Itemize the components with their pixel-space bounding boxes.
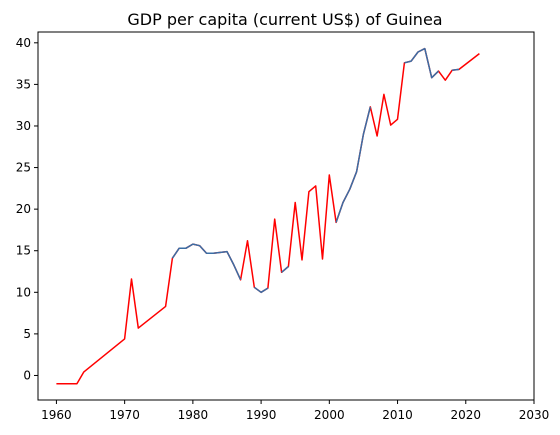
y-tick-label: 25	[16, 161, 31, 175]
y-tick-label: 0	[23, 368, 31, 382]
chart-title: GDP per capita (current US$) of Guinea	[127, 10, 442, 29]
y-tick-label: 15	[16, 244, 31, 258]
x-tick-label: 1960	[41, 408, 72, 422]
y-tick-label: 5	[23, 327, 31, 341]
y-tick-label: 30	[16, 119, 31, 133]
y-tick-label: 40	[16, 36, 31, 50]
x-tick-label: 1980	[178, 408, 209, 422]
plot-frame	[37, 31, 535, 401]
x-tick-label: 2030	[519, 408, 550, 422]
y-tick-label: 20	[16, 202, 31, 216]
x-tick-label: 2020	[451, 408, 482, 422]
series-line-red	[56, 47, 480, 385]
series-line-blue-segment-4	[404, 47, 440, 79]
series-line-blue-segment-3	[335, 106, 372, 223]
series-line-blue-segment-2	[281, 265, 289, 273]
x-tick-label: 1970	[109, 408, 140, 422]
y-tick-label: 35	[16, 77, 31, 91]
x-tick-label: 2010	[382, 408, 413, 422]
y-tick-label: 10	[16, 285, 31, 299]
series-line-blue-segment-0	[171, 243, 242, 281]
series-line-blue-segment-5	[452, 68, 460, 72]
x-tick-label: 1990	[246, 408, 277, 422]
x-tick-label: 2000	[314, 408, 345, 422]
series-line-blue-segment-1	[253, 286, 269, 294]
